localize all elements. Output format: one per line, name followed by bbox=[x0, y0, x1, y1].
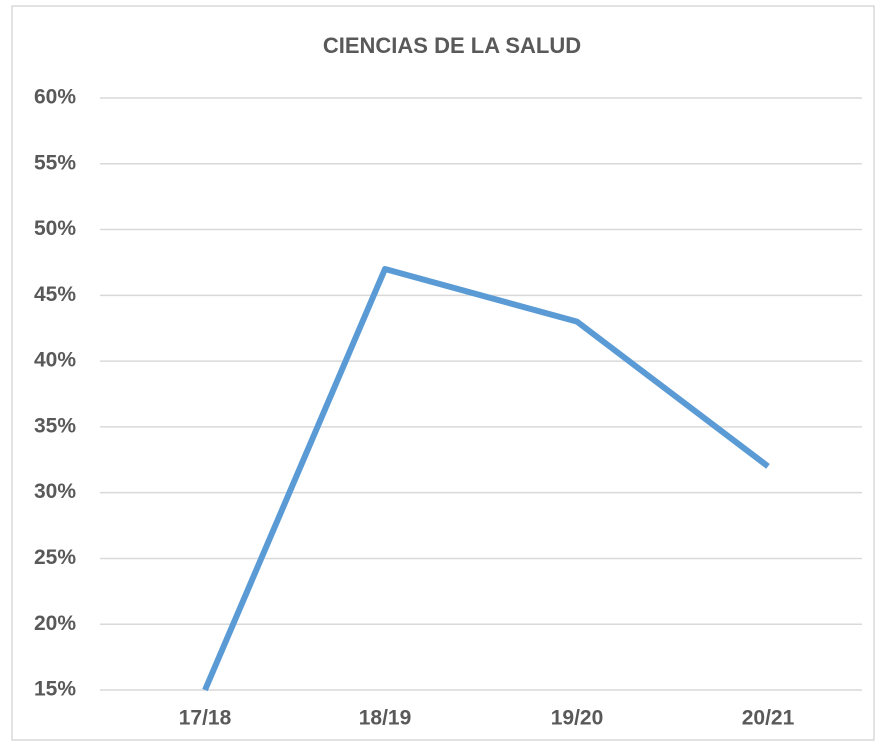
y-tick-label: 60% bbox=[34, 86, 76, 109]
y-tick-label: 55% bbox=[34, 151, 76, 174]
y-tick-label: 30% bbox=[34, 480, 76, 503]
y-tick-label: 35% bbox=[34, 414, 76, 437]
x-tick-label: 19/20 bbox=[551, 707, 604, 730]
x-tick-label: 17/18 bbox=[179, 707, 232, 730]
x-tick-label: 18/19 bbox=[359, 707, 412, 730]
y-tick-label: 15% bbox=[34, 678, 76, 701]
chart-frame bbox=[11, 5, 875, 741]
y-tick-label: 25% bbox=[34, 546, 76, 569]
x-tick-label: 20/21 bbox=[742, 707, 795, 730]
y-tick-label: 50% bbox=[34, 217, 76, 240]
y-tick-label: 20% bbox=[34, 612, 76, 635]
y-tick-label: 40% bbox=[34, 349, 76, 372]
data-line bbox=[202, 266, 770, 692]
y-tick-label: 45% bbox=[34, 283, 76, 306]
chart-title: CIENCIAS DE LA SALUD bbox=[323, 33, 581, 58]
